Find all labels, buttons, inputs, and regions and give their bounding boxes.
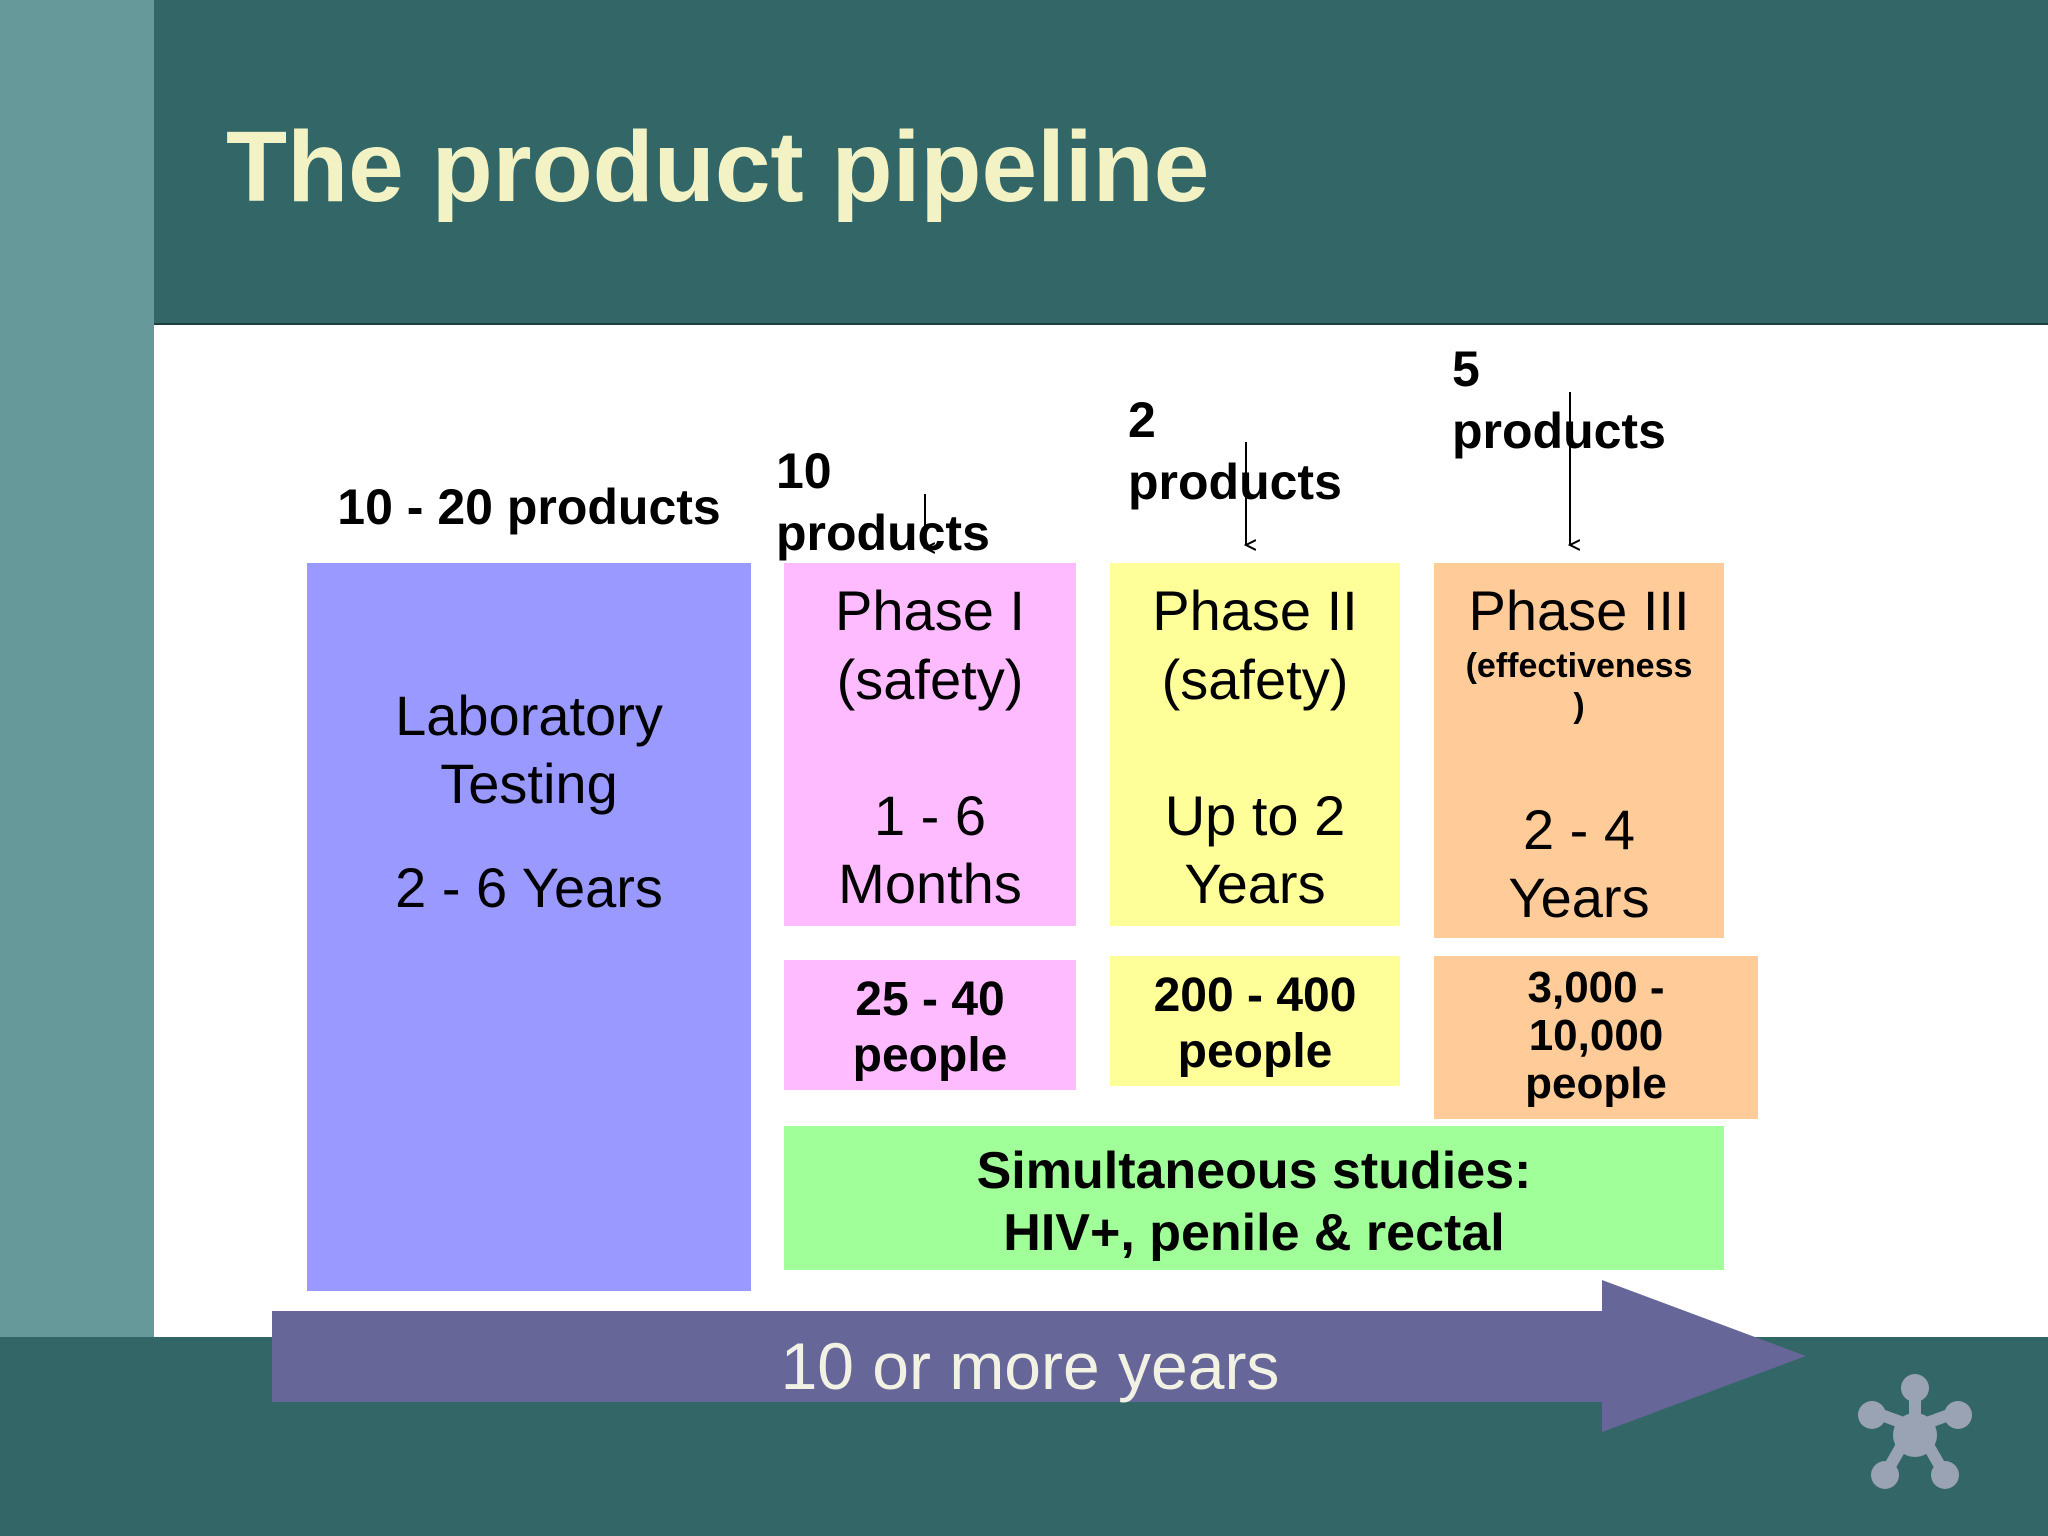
phase1-people-line1: 25 - 40 <box>855 973 1005 1026</box>
phase3-people-line2: 10,000 <box>1528 1011 1664 1060</box>
phase1-people-box <box>784 960 1076 1090</box>
phase2-duration-line1: Up to 2 <box>1164 784 1346 847</box>
phase2-duration-line2: Years <box>1184 852 1326 915</box>
phase1-count-number: 10 <box>776 443 832 499</box>
phase1-box <box>784 563 1076 926</box>
phase3-count-number: 5 <box>1452 341 1480 397</box>
phase3-people-box <box>1434 956 1758 1119</box>
phase3-people-line1: 3,000 - <box>1527 963 1665 1012</box>
phase2-people-box <box>1110 956 1400 1086</box>
timeline-arrow-shape <box>272 1280 1806 1432</box>
slide-title: The product pipeline <box>226 111 1210 223</box>
phase3-people-line3: people <box>1525 1059 1667 1108</box>
phase2-people-line1: 200 - 400 <box>1153 969 1357 1022</box>
organization-logo-icon <box>1858 1374 1972 1489</box>
phase1-purpose: (safety) <box>836 648 1024 711</box>
lab-name-line2: Testing <box>440 752 618 815</box>
phase1-people-line2: people <box>852 1029 1008 1082</box>
phase3-title: Phase III <box>1468 579 1690 642</box>
side-band <box>0 0 154 1340</box>
lab-duration: 2 - 6 Years <box>395 856 663 919</box>
phase2-purpose: (safety) <box>1161 648 1349 711</box>
phase3-purpose-line1: (effectiveness <box>1465 647 1693 685</box>
timeline-label: 10 or more years <box>780 1329 1280 1403</box>
phase1-count-label: products <box>776 505 990 561</box>
lab-count: 10 - 20 products <box>337 479 721 535</box>
phase2-count-number: 2 <box>1128 392 1156 448</box>
phase3-count-label: products <box>1452 403 1666 459</box>
phase2-count-label: products <box>1128 454 1342 510</box>
simultaneous-studies-box <box>784 1126 1724 1270</box>
phase3-purpose-line2: ) <box>1573 687 1585 725</box>
phase1-duration-line2: Months <box>838 852 1022 915</box>
phase2-box <box>1110 563 1400 926</box>
phase2-people-line2: people <box>1177 1025 1333 1078</box>
phase1-title: Phase I <box>835 579 1025 642</box>
phase1-duration-line1: 1 - 6 <box>873 784 987 847</box>
phase3-duration-line2: Years <box>1508 866 1650 929</box>
phase3-duration-line1: 2 - 4 <box>1522 798 1636 861</box>
timeline-arrow <box>272 1280 1806 1432</box>
simultaneous-line2: HIV+, penile & rectal <box>1003 1204 1505 1262</box>
phase3-box <box>1434 563 1724 938</box>
lab-name-line1: Laboratory <box>395 684 663 747</box>
header-bar <box>154 0 2048 325</box>
phase2-title: Phase II <box>1152 579 1358 642</box>
simultaneous-line1: Simultaneous studies: <box>976 1142 1532 1200</box>
lab-testing-box <box>307 563 751 1291</box>
